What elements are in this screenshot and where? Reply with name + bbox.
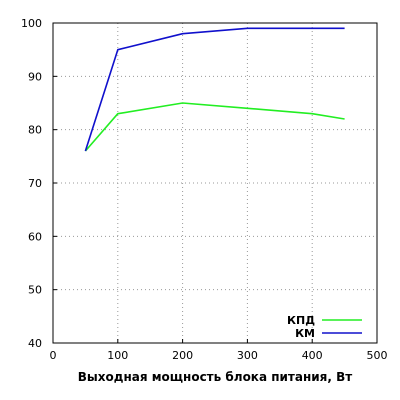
x-tick-label: 400 — [302, 349, 323, 362]
y-tick-label: 100 — [21, 17, 42, 30]
y-tick-label: 60 — [28, 230, 42, 243]
legend-label: КПД — [287, 314, 315, 327]
y-tick-label: 90 — [28, 70, 42, 83]
x-tick-label: 500 — [367, 349, 388, 362]
series-line-1 — [84, 102, 345, 152]
x-tick-label: 100 — [107, 349, 128, 362]
y-tick-label: 50 — [28, 284, 42, 297]
axis-ticks: 0 100 200 300 400 500 40 50 60 70 80 90 100 — [21, 17, 388, 362]
series-line-2 — [84, 27, 345, 152]
y-tick-label: 40 — [28, 337, 42, 350]
y-tick-label: 80 — [28, 124, 42, 137]
x-axis-title: Выходная мощность блока питания, Вт — [78, 370, 353, 384]
grid — [53, 23, 377, 343]
series-lines — [84, 27, 345, 152]
y-tick-label: 70 — [28, 177, 42, 190]
x-tick-label: 200 — [172, 349, 193, 362]
x-tick-label: 0 — [50, 349, 57, 362]
x-tick-label: 300 — [237, 349, 258, 362]
legend-label: КМ — [295, 327, 315, 340]
